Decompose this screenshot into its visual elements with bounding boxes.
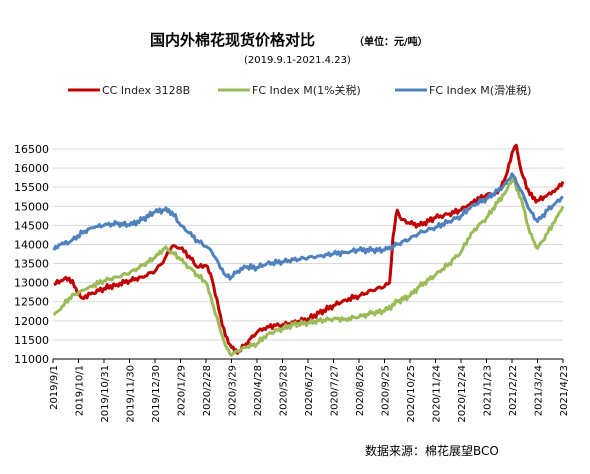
x-tick-label: 2020/5/28 — [279, 365, 290, 416]
x-tick-label: 2019/11/30 — [126, 365, 137, 423]
y-tick-label: 16500 — [14, 143, 49, 156]
x-tick-label: 2020/12/24 — [457, 365, 468, 423]
y-axis: 11000 11500 12000 12500 13000 13500 14000 14500… — [14, 143, 49, 366]
y-tick-label: 15000 — [14, 200, 49, 213]
chart-subtitle: (2019.9.1-2021.4.23) — [244, 55, 351, 66]
x-tick-label: 2020/1/29 — [177, 365, 188, 416]
series-line-fc-sliding — [52, 172, 564, 281]
x-tick-label: 2019/10/1 — [75, 365, 86, 416]
x-tick-label: 2021/4/23 — [559, 365, 570, 416]
x-tick-label: 2021/1/23 — [483, 365, 494, 416]
x-tick-label: 2020/4/28 — [253, 365, 264, 416]
x-tick-label: 2020/2/28 — [202, 365, 213, 416]
x-tick-label: 2020/11/24 — [432, 365, 443, 423]
x-tick-label: 2019/9/1 — [49, 365, 60, 410]
y-tick-label: 12000 — [14, 315, 49, 328]
chart-unit: （单位：元/吨） — [354, 35, 428, 48]
data-source: 数据来源：棉花展望BCO — [365, 443, 499, 458]
series-lines — [52, 143, 565, 357]
y-tick-label: 16000 — [14, 162, 49, 175]
legend-label-fc-sliding: FC Index M(滑准税) — [429, 83, 531, 97]
y-tick-label: 14000 — [14, 238, 49, 251]
y-tick-label: 12500 — [14, 296, 49, 309]
x-tick-label: 2020/7/27 — [330, 365, 341, 416]
y-tick-label: 13500 — [14, 258, 49, 271]
x-tick-label: 2020/6/27 — [304, 365, 315, 416]
y-tick-label: 13000 — [14, 277, 49, 290]
y-tick-label: 11500 — [14, 334, 49, 347]
x-tick-label: 2020/8/26 — [355, 365, 366, 416]
legend-label-cc: CC Index 3128B — [102, 84, 190, 97]
x-tick-label: 2021/2/22 — [508, 365, 519, 416]
y-tick-label: 15500 — [14, 181, 49, 194]
y-tick-label: 14500 — [14, 219, 49, 232]
series-line-cc-index — [53, 143, 565, 355]
x-tick-label: 2021/3/24 — [534, 365, 545, 416]
y-tick-label: 11000 — [14, 353, 49, 366]
legend: CC Index 3128B FC Index M(1%关税) FC Index… — [68, 83, 531, 97]
x-tick-label: 2019/10/31 — [100, 365, 111, 423]
legend-label-fc-1pct: FC Index M(1%关税) — [252, 83, 361, 97]
x-axis: 2019/9/1 2019/10/1 2019/10/31 2019/11/30 201… — [49, 358, 570, 423]
series-line-fc-1pct — [52, 176, 565, 357]
chart-title: 国内外棉花现货价格对比 — [150, 31, 315, 49]
x-tick-label: 2019/12/30 — [151, 365, 162, 423]
gridlines — [53, 148, 563, 360]
x-tick-label: 2020/9/25 — [381, 365, 392, 416]
x-tick-label: 2020/10/25 — [406, 365, 417, 423]
x-tick-label: 2020/3/29 — [228, 365, 239, 416]
